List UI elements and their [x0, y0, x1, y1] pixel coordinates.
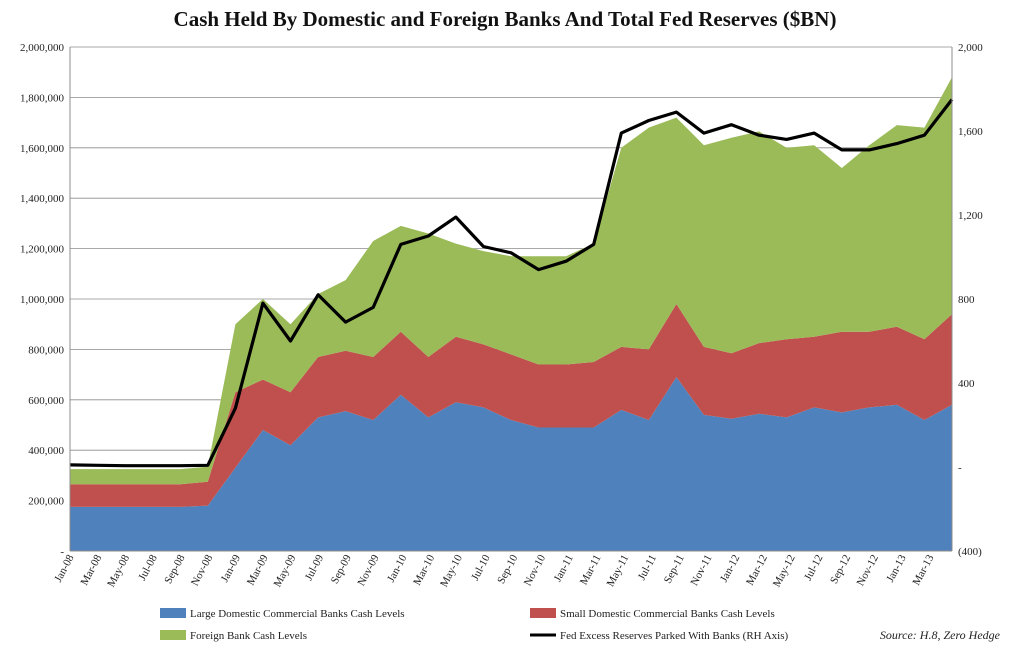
- y-left-tick-label: 1,000,000: [20, 294, 65, 306]
- y-left-tick-label: -: [60, 546, 64, 558]
- y-left-tick-label: 1,400,000: [20, 193, 65, 205]
- line-layer: [69, 98, 954, 468]
- legend-item-large: Large Domestic Commercial Banks Cash Lev…: [160, 608, 405, 620]
- y-left-tick-label: 800,000: [28, 344, 64, 356]
- y-right-tick-label: (400): [958, 546, 982, 558]
- legend-swatch-foreign: [160, 630, 186, 640]
- y-right-tick-label: 2,000: [958, 42, 983, 54]
- y-left-tick-label: 400,000: [28, 445, 64, 457]
- y-right-tick-label: -: [958, 462, 962, 474]
- y-left-tick-label: 600,000: [28, 395, 64, 407]
- legend-label-large: Large Domestic Commercial Banks Cash Lev…: [190, 608, 405, 620]
- chart-source: Source: H.8, Zero Hedge: [880, 628, 1001, 642]
- legend-item-foreign: Foreign Bank Cash Levels: [160, 630, 307, 642]
- y-left-tick-label: 2,000,000: [20, 42, 65, 54]
- y-left-tick-label: 1,200,000: [20, 244, 65, 256]
- legend-swatch-large: [160, 608, 186, 618]
- y-left-tick-label: 1,800,000: [20, 92, 65, 104]
- chart-title: Cash Held By Domestic and Foreign Banks …: [174, 7, 837, 31]
- legend-label-reserves: Fed Excess Reserves Parked With Banks (R…: [560, 630, 789, 642]
- legend-label-small: Small Domestic Commercial Banks Cash Lev…: [560, 608, 775, 620]
- legend: Large Domestic Commercial Banks Cash Lev…: [160, 608, 789, 642]
- y-right-tick-label: 1,200: [958, 210, 983, 222]
- area-layer: [70, 77, 952, 551]
- legend-label-foreign: Foreign Bank Cash Levels: [190, 630, 307, 642]
- y-right-tick-label: 1,600: [958, 126, 983, 138]
- legend-item-small: Small Domestic Commercial Banks Cash Lev…: [530, 608, 775, 620]
- y-left-tick-label: 200,000: [28, 496, 64, 508]
- legend-item-reserves: Fed Excess Reserves Parked With Banks (R…: [530, 630, 789, 642]
- y-left-tick-label: 1,600,000: [20, 143, 65, 155]
- legend-swatch-small: [530, 608, 556, 618]
- area-series-large: [70, 377, 952, 551]
- area-series-foreign: [70, 77, 952, 485]
- y-right-tick-label: 400: [958, 378, 975, 390]
- y-right-tick-label: 800: [958, 294, 975, 306]
- area-series-small: [70, 304, 952, 507]
- line-series-reserves: [69, 98, 954, 468]
